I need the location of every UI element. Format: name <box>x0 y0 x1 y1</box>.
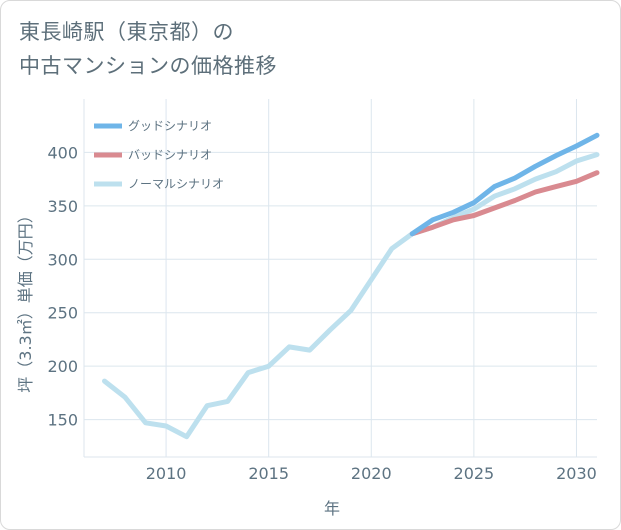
y-tick-label-200: 200 <box>47 357 78 376</box>
y-tick-label-400: 400 <box>47 143 78 162</box>
chart-title-line-2: 中古マンションの価格推移 <box>19 54 277 78</box>
x-axis-title: 年 <box>324 499 340 518</box>
x-tick-label-2020: 2020 <box>351 464 392 483</box>
y-tick-label-300: 300 <box>47 250 78 269</box>
y-tick-label-250: 250 <box>47 304 78 323</box>
legend-label-2: ノーマルシナリオ <box>128 177 224 191</box>
y-tick-label-350: 350 <box>47 197 78 216</box>
tick-labels: 2010 2015 2020 2025 2030 150 200 250 300 350 400 <box>47 143 596 483</box>
x-tick-label-2015: 2015 <box>248 464 289 483</box>
y-axis-title: 坪（3.3㎡）単価（万円） <box>16 207 35 392</box>
grid <box>83 99 597 458</box>
series-line-1 <box>409 170 600 237</box>
x-tick-label-2025: 2025 <box>454 464 495 483</box>
x-tick-label-2010: 2010 <box>146 464 187 483</box>
x-tick-label-2030: 2030 <box>556 464 597 483</box>
y-tick-label-150: 150 <box>47 411 78 430</box>
series-line-2 <box>102 152 600 440</box>
chart-title-line-1: 東長崎駅（東京都）の <box>19 20 234 44</box>
series-lines <box>102 132 600 440</box>
chart-title: 東長崎駅（東京都）の 中古マンションの価格推移 <box>19 15 277 83</box>
legend-label-0: グッドシナリオ <box>128 119 212 133</box>
legend-label-1: バッドシナリオ <box>128 148 212 162</box>
series-line-0 <box>409 132 600 237</box>
